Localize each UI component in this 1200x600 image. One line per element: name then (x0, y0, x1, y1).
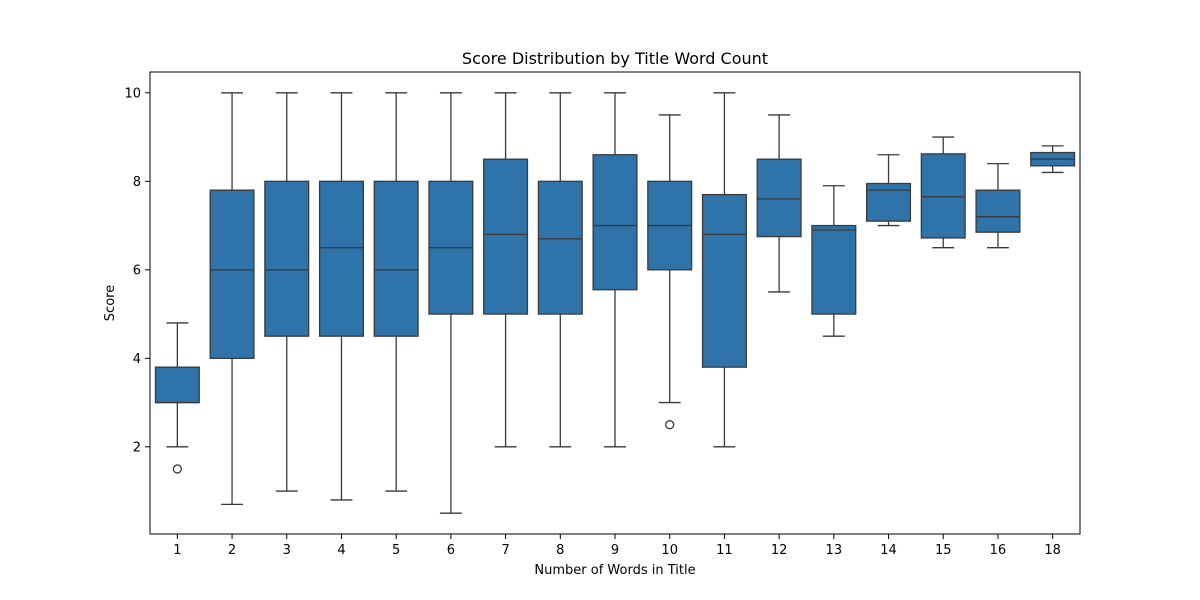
x-tick-label: 10 (661, 543, 678, 558)
x-tick-label: 4 (337, 543, 345, 558)
x-tick-label: 2 (228, 543, 236, 558)
x-tick-label: 12 (771, 543, 788, 558)
x-tick-label: 11 (716, 543, 733, 558)
x-tick-label: 5 (392, 543, 400, 558)
box-iqr (592, 154, 638, 291)
y-tick-label: 10 (124, 86, 141, 101)
x-tick-label: 18 (1044, 543, 1061, 558)
x-tick-label: 9 (611, 543, 619, 558)
y-tick-label: 8 (133, 175, 141, 190)
x-tick-label: 15 (935, 543, 952, 558)
x-tick-label: 16 (990, 543, 1007, 558)
plot-frame (149, 71, 1081, 535)
outlier-point (172, 464, 183, 474)
box-iqr (483, 158, 529, 315)
box-iqr (920, 153, 966, 239)
y-axis-label: Score (103, 285, 118, 321)
box-iqr (975, 189, 1021, 233)
x-tick-label: 7 (501, 543, 509, 558)
box-iqr (701, 193, 747, 368)
box-iqr (264, 180, 310, 337)
box-iqr (811, 224, 857, 315)
box-iqr (865, 182, 912, 222)
outlier-point (665, 420, 675, 430)
box-iqr (154, 366, 200, 404)
x-tick-label: 3 (283, 543, 291, 558)
x-tick-label: 8 (556, 543, 564, 558)
box-iqr (318, 180, 365, 337)
y-tick-label: 2 (133, 440, 141, 455)
chart-title: Score Distribution by Title Word Count (462, 49, 768, 68)
x-tick-label: 13 (826, 543, 843, 558)
box-iqr (537, 180, 583, 315)
x-tick-label: 1 (173, 543, 181, 558)
y-tick-label: 6 (133, 263, 141, 278)
box-iqr (756, 158, 802, 238)
x-tick-label: 6 (447, 543, 455, 558)
box-iqr (209, 189, 255, 359)
box-iqr (373, 180, 419, 337)
y-tick-label: 4 (133, 352, 141, 367)
x-axis-label: Number of Words in Title (534, 563, 695, 578)
x-tick-label: 14 (880, 543, 897, 558)
